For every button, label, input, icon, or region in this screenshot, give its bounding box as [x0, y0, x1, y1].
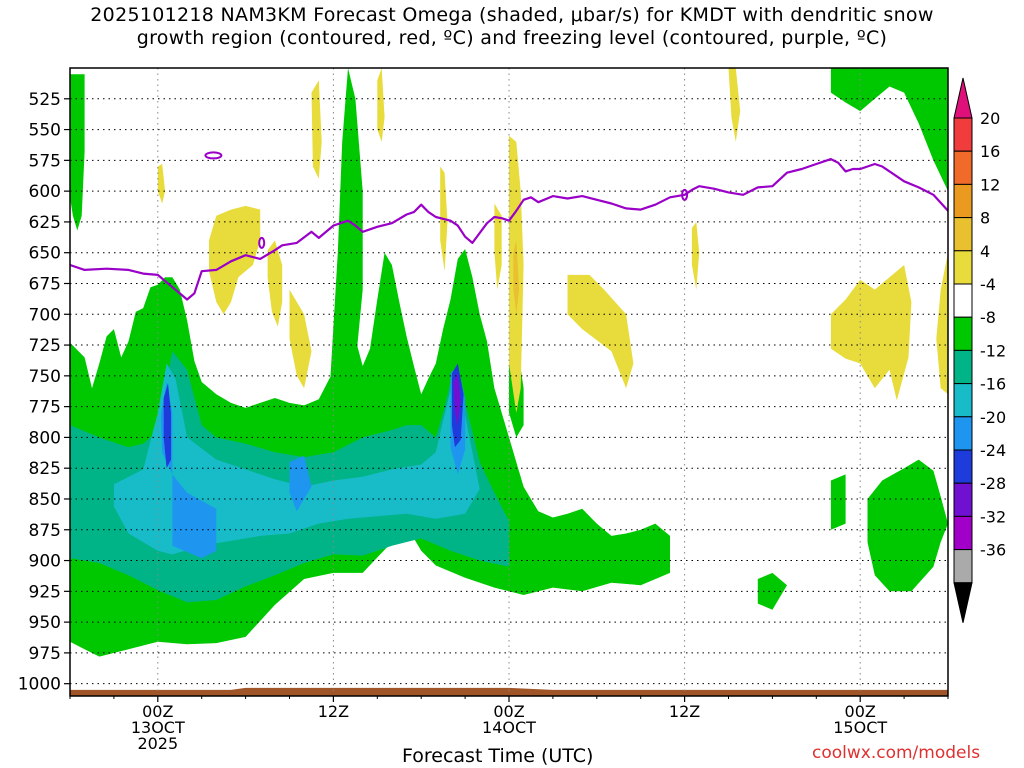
y-tick-label: 950	[29, 613, 61, 633]
colorbar-label: -36	[980, 541, 1006, 560]
colorbar-label: -8	[980, 308, 996, 327]
x-tick-label: 00Z	[845, 702, 876, 721]
x-tick-label: 00Z	[493, 702, 524, 721]
x-tick-label: 2025	[137, 734, 178, 753]
colorbar-label: 16	[980, 142, 1000, 161]
omega-region-10	[160, 382, 217, 559]
omega-region-15	[453, 373, 461, 426]
omega-region-5	[830, 474, 846, 530]
colorbar-bin	[953, 482, 973, 517]
colorbar-bin	[953, 383, 973, 418]
title-line-2: growth region (contoured, red, ºC) and f…	[136, 27, 888, 49]
y-tick-label: 975	[29, 644, 61, 664]
colorbar-label: -28	[980, 474, 1006, 493]
y-tick-label: 575	[29, 151, 61, 171]
omega-region-29	[936, 252, 948, 395]
credit-text: coolwx.com/models	[812, 743, 981, 763]
omega-region-19	[157, 164, 166, 204]
freezing-level-line	[70, 158, 948, 301]
omega-region-18	[289, 289, 312, 389]
ground-layer	[70, 687, 948, 696]
ground-band	[70, 687, 948, 696]
omega-region-12	[289, 455, 312, 512]
y-tick-label: 675	[29, 274, 61, 294]
y-tick-label: 625	[29, 213, 61, 233]
colorbar-label: -12	[980, 341, 1006, 360]
omega-region-2	[330, 68, 363, 407]
y-tick-label: 825	[29, 459, 61, 479]
colorbar-label: 12	[980, 175, 1000, 194]
colorbar-bin	[953, 150, 973, 185]
x-tick-label: 12Z	[318, 702, 349, 721]
y-tick-label: 725	[29, 336, 61, 356]
x-axis-label: Forecast Time (UTC)	[402, 745, 594, 767]
y-tick-label: 650	[29, 244, 61, 264]
omega-region-28	[830, 265, 912, 401]
colorbar-label: -20	[980, 408, 1006, 427]
x-tick-label: 13OCT	[131, 718, 185, 737]
omega-region-21	[377, 68, 385, 142]
colorbar-bin	[953, 183, 973, 219]
y-tick-label: 550	[29, 121, 61, 141]
y-tick-label: 750	[29, 367, 61, 387]
y-tick-label: 525	[29, 90, 61, 110]
y-axis: 525 550 575 600 625 650 675 700 725 750 775 800 825 8…	[18, 90, 70, 695]
colorbar-bin	[953, 549, 973, 584]
colorbar-arrow-bottom	[953, 582, 973, 623]
colorbar-bin	[953, 117, 973, 152]
x-tick-label: 00Z	[142, 702, 173, 721]
colorbar-arrow-top	[953, 77, 973, 119]
omega-region-27	[728, 68, 741, 142]
x-tick-label: 15OCT	[833, 718, 887, 737]
omega-region-1	[70, 74, 85, 231]
colorbar-bin	[953, 316, 973, 351]
omega-region-6	[867, 459, 948, 592]
colorbar-label: -4	[980, 275, 996, 294]
omega-region-25	[567, 274, 634, 389]
colorbar-bin	[953, 217, 973, 252]
omega-region-26	[691, 221, 700, 290]
y-tick-label: 850	[29, 490, 61, 510]
y-tick-label: 775	[29, 398, 61, 418]
colorbar-bin	[953, 416, 973, 451]
omega-shading	[70, 68, 948, 657]
colorbar-bin	[953, 250, 973, 285]
y-tick-label: 800	[29, 428, 61, 448]
chart-title: 2025101218 NAM3KM Forecast Omega (shaded…	[0, 4, 1024, 50]
colorbar-label: -16	[980, 375, 1006, 394]
y-tick-label: 925	[29, 582, 61, 602]
omega-region-23	[494, 203, 502, 290]
omega-region-20	[311, 80, 322, 179]
omega-region-7	[830, 68, 948, 192]
freezing-level-loop	[204, 151, 223, 160]
colorbar-bin	[953, 515, 973, 551]
freezing-level-loop	[681, 188, 689, 201]
colorbar-label: 4	[980, 242, 990, 261]
colorbar-label: 20	[980, 109, 1000, 128]
colorbar-label: 8	[980, 209, 990, 228]
x-tick-label: 12Z	[669, 702, 700, 721]
x-tick-label: 14OCT	[482, 718, 536, 737]
y-tick-label: 875	[29, 521, 61, 541]
omega-region-30	[513, 240, 520, 315]
freezing-level-contour	[70, 151, 948, 301]
freezing-level-loop	[258, 236, 266, 249]
colorbar: 20 16 12 8 4 -4 -8 -12 -16 -20 -24 -28 -32 -36	[953, 77, 1006, 623]
colorbar-bin	[953, 449, 973, 484]
y-tick-label: 600	[29, 182, 61, 202]
omega-region-4	[757, 572, 787, 610]
omega-region-13	[163, 383, 171, 469]
y-tick-label: 900	[29, 552, 61, 572]
y-tick-label: 700	[29, 305, 61, 325]
colorbar-bin	[953, 349, 973, 385]
title-line-1: 2025101218 NAM3KM Forecast Omega (shaded…	[90, 4, 934, 26]
y-tick-label: 1000	[18, 675, 61, 695]
colorbar-label: -32	[980, 507, 1006, 526]
grid-lines	[70, 68, 948, 696]
colorbar-label: -24	[980, 441, 1006, 460]
colorbar-bin	[953, 283, 973, 318]
